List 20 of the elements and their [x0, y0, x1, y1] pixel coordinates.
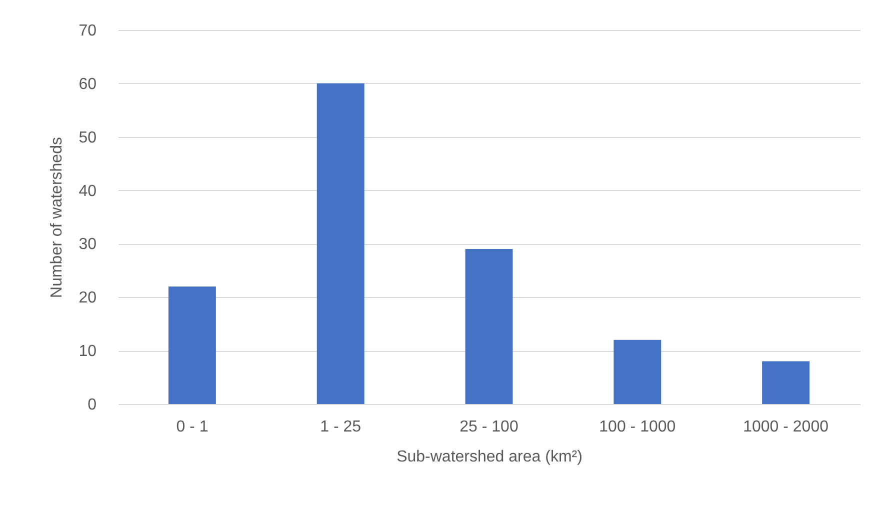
bar	[168, 286, 216, 404]
x-tick-label: 100 - 1000	[599, 418, 676, 436]
x-tick-label: 1 - 25	[320, 418, 362, 436]
x-tick-label: 1000 - 2000	[743, 418, 829, 436]
x-axis-title: Sub-watershed area (km²)	[396, 448, 582, 466]
y-tick-label: 60	[78, 76, 97, 93]
x-tick-label: 25 - 100	[460, 418, 518, 436]
bar	[762, 361, 810, 404]
bar	[316, 83, 364, 404]
y-axis-title: Number of watersheds	[48, 137, 66, 298]
y-tick-label: 70	[78, 22, 97, 40]
y-tick-label: 40	[78, 182, 97, 200]
y-tick-label: 30	[78, 236, 97, 254]
bar	[614, 340, 662, 404]
y-tick-label: 0	[88, 396, 97, 414]
x-tick-label: 0 - 1	[176, 418, 208, 436]
y-tick-label: 20	[78, 290, 97, 307]
y-tick-label: 50	[78, 129, 97, 146]
y-tick-label: 10	[78, 343, 97, 360]
bar	[465, 249, 513, 404]
